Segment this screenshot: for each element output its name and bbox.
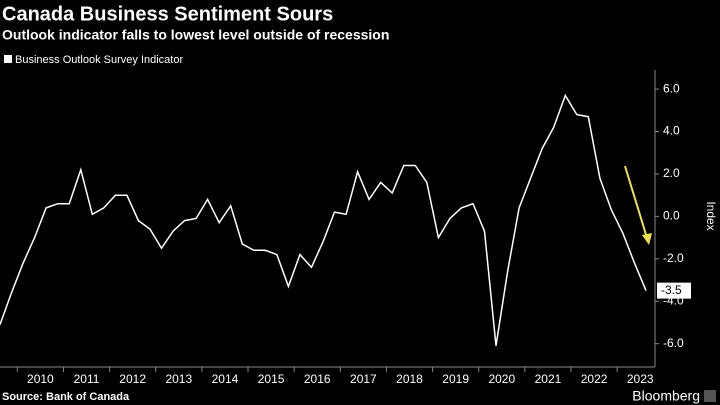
x-tick-label: 2011 <box>74 372 100 386</box>
brand-icon <box>704 390 716 402</box>
y-tick-label: 0.0 <box>663 209 680 223</box>
x-tick-label: 2017 <box>350 372 377 386</box>
x-tick-label: 2012 <box>119 372 146 386</box>
y-tick-label: 6.0 <box>663 81 680 95</box>
x-tick-label: 2019 <box>442 372 469 386</box>
y-tick-label: -2.0 <box>663 251 684 265</box>
trend-arrow <box>624 165 652 245</box>
x-tick-label: 2016 <box>304 372 331 386</box>
chart-subtitle: Outlook indicator falls to lowest level … <box>2 27 389 43</box>
x-tick-label: 2022 <box>581 372 608 386</box>
source: Source: Bank of Canada <box>2 391 130 403</box>
legend-label: Business Outlook Survey Indicator <box>15 54 183 66</box>
x-tick-label: 2015 <box>258 372 285 386</box>
chart-title: Canada Business Sentiment Sours <box>2 3 333 25</box>
x-tick-label: 2013 <box>165 372 192 386</box>
y-tick-label: 2.0 <box>663 166 680 180</box>
series-line <box>0 93 647 346</box>
x-tick-label: 2018 <box>396 372 423 386</box>
y-tick-label: 4.0 <box>663 124 680 138</box>
x-tick-label: 2010 <box>27 372 54 386</box>
x-tick-label: 2014 <box>212 372 239 386</box>
x-tick-label: 2023 <box>627 372 654 386</box>
x-tick-label: 2020 <box>488 372 515 386</box>
y-tick-label: -6.0 <box>663 336 684 350</box>
last-value-box <box>657 282 691 299</box>
brand: Bloomberg <box>632 388 700 404</box>
legend-swatch <box>4 55 12 63</box>
last-value-label: -3.5 <box>661 283 682 297</box>
y-axis-label: Index <box>704 201 718 230</box>
x-tick-label: 2021 <box>535 372 562 386</box>
